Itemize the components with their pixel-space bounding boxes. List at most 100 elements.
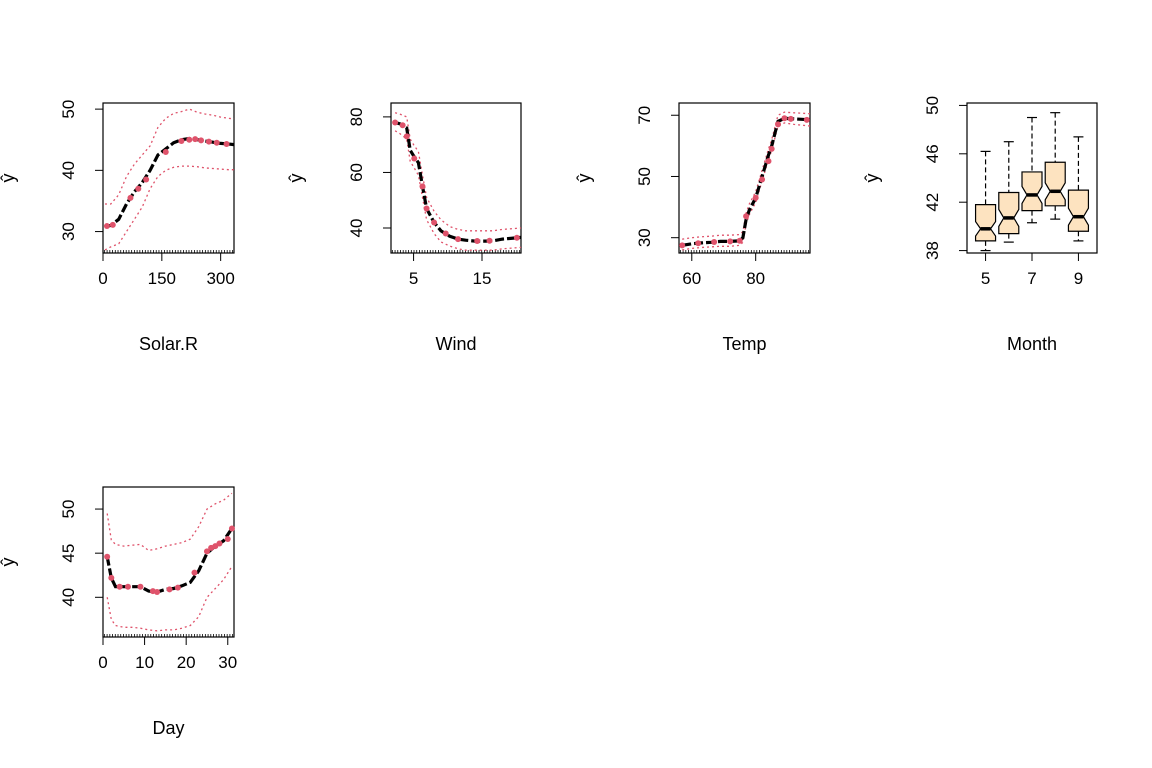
y-tick-label: 50: [59, 500, 78, 519]
data-point: [431, 219, 438, 226]
data-point: [205, 138, 212, 145]
y-tick-label: 40: [347, 219, 366, 238]
panel-3: 5 7 9 38 42 46 50 Month ŷ: [862, 96, 1098, 354]
panel-2: 60 80 30 50 70 Temp ŷ: [574, 102, 811, 354]
panel-4: 0 10 20 30 40 45 50 Day ŷ: [0, 486, 237, 738]
y-tick-label: 45: [59, 544, 78, 563]
x-tick-label: 15: [473, 269, 492, 288]
data-point: [759, 176, 766, 183]
y-tick-label: 80: [347, 107, 366, 126]
data-point: [775, 121, 782, 128]
y-axis-label: ŷ: [862, 174, 882, 183]
y-axis-label: ŷ: [574, 174, 594, 183]
data-point: [419, 183, 426, 190]
lower-confidence-band: [106, 566, 233, 632]
x-axis-label: Day: [152, 718, 184, 738]
x-axis-label: Wind: [435, 334, 476, 354]
data-point: [695, 240, 702, 247]
x-axis-label: Month: [1007, 334, 1057, 354]
data-point: [752, 194, 759, 201]
y-tick-label: 50: [923, 96, 942, 115]
y-tick-label: 40: [59, 161, 78, 180]
x-tick-label: 150: [148, 269, 176, 288]
data-point: [186, 136, 193, 143]
notched-box: [1021, 171, 1043, 212]
data-point: [109, 221, 116, 228]
box-9: [1067, 136, 1090, 242]
notched-box: [1067, 189, 1090, 232]
data-point: [392, 119, 399, 126]
data-point: [711, 238, 718, 245]
fitted-line: [105, 527, 234, 594]
y-tick-label: 50: [635, 167, 654, 186]
plot-frame: [678, 102, 811, 254]
data-point: [137, 583, 144, 590]
data-point: [198, 137, 205, 144]
data-point: [124, 583, 131, 590]
x-tick-label: 60: [682, 269, 701, 288]
y-tick-label: 42: [923, 193, 942, 212]
data-point: [143, 176, 150, 183]
y-tick-label: 70: [635, 106, 654, 125]
notched-box: [974, 204, 997, 242]
x-tick-label: 300: [206, 269, 234, 288]
data-point: [513, 234, 520, 241]
x-tick-label: 7: [1027, 269, 1036, 288]
plot-frame: [102, 486, 235, 638]
data-point: [787, 115, 794, 122]
upper-confidence-band: [394, 112, 522, 232]
data-point: [403, 133, 410, 140]
x-tick-label: 5: [409, 269, 418, 288]
x-tick-label: 0: [98, 269, 107, 288]
data-point: [166, 586, 173, 593]
upper-confidence-band: [106, 492, 233, 552]
x-tick-label: 20: [177, 653, 196, 672]
data-point: [203, 548, 210, 555]
data-point: [135, 185, 142, 192]
x-tick-label: 30: [218, 653, 237, 672]
data-point: [228, 525, 235, 532]
data-point: [781, 115, 788, 122]
x-tick-label: 9: [1074, 269, 1083, 288]
y-tick-label: 60: [347, 163, 366, 182]
box-7: [1021, 116, 1043, 224]
data-point: [765, 158, 772, 165]
y-axis-label: ŷ: [0, 558, 18, 567]
data-point: [108, 574, 115, 581]
x-tick-label: 80: [746, 269, 765, 288]
box-5: [974, 150, 997, 252]
plot-frame: [102, 102, 235, 254]
plot-frame: [390, 102, 522, 254]
data-point: [224, 536, 231, 543]
data-point: [423, 205, 430, 212]
y-tick-label: 38: [923, 241, 942, 260]
data-point: [743, 213, 750, 220]
data-point: [104, 553, 111, 560]
data-point: [103, 223, 110, 230]
x-tick-label: 10: [135, 653, 154, 672]
data-point: [474, 238, 481, 245]
data-point: [399, 122, 406, 129]
notched-box: [1044, 161, 1066, 207]
panel-0: 0 150 300 30 40 50 Solar.R ŷ: [0, 100, 235, 354]
data-point: [127, 194, 134, 201]
fitted-line: [394, 120, 522, 243]
fitted-line: [681, 116, 811, 247]
x-axis-label: Temp: [722, 334, 766, 354]
y-tick-label: 30: [59, 222, 78, 241]
y-axis-label: ŷ: [0, 174, 18, 183]
y-tick-label: 46: [923, 144, 942, 163]
lower-confidence-band: [682, 122, 811, 251]
data-point: [174, 584, 181, 591]
data-point: [411, 155, 418, 162]
panel-1: 5 15 40 60 80 Wind ŷ: [286, 102, 522, 354]
y-axis-label: ŷ: [286, 174, 306, 183]
data-point: [442, 230, 449, 237]
data-point: [803, 116, 810, 123]
data-point: [213, 139, 220, 146]
box-6: [998, 141, 1020, 243]
data-point: [154, 589, 161, 595]
box-8: [1044, 112, 1066, 220]
data-point: [162, 148, 169, 155]
